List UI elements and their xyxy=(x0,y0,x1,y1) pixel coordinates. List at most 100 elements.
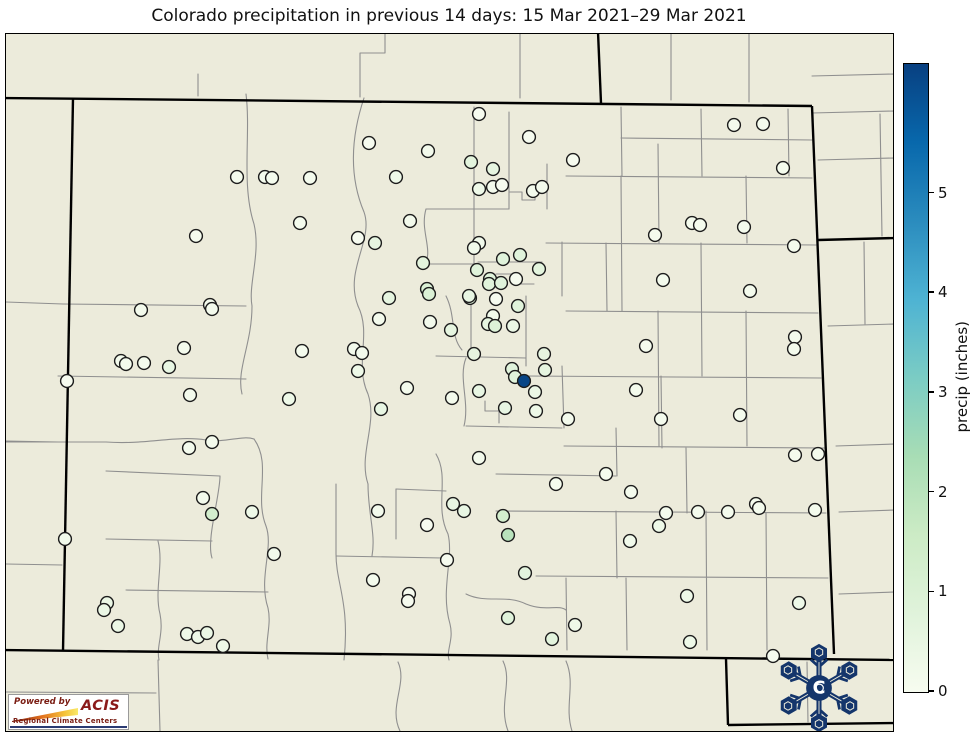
station-point xyxy=(371,311,387,327)
station-point xyxy=(96,602,112,618)
county-boundary xyxy=(535,575,829,579)
county-boundary xyxy=(838,591,893,595)
county-boundary xyxy=(352,97,367,307)
station-point xyxy=(415,255,431,271)
station-point xyxy=(422,314,438,330)
state-boundary xyxy=(810,105,836,655)
station-point xyxy=(807,502,823,518)
station-point xyxy=(500,610,516,626)
county-boundary xyxy=(545,242,817,246)
station-point xyxy=(181,440,197,456)
snowflake-icon: C xyxy=(780,643,858,731)
county-lines xyxy=(6,34,893,731)
acis-logo: Powered by ACIS Regional Climate Centers xyxy=(8,694,129,730)
station-point xyxy=(292,215,308,231)
state-boundary xyxy=(817,236,893,242)
station-point xyxy=(466,346,482,362)
station-point xyxy=(787,329,803,345)
station-point xyxy=(388,169,404,185)
colorbar-tick-label: 5 xyxy=(938,183,948,202)
station-point xyxy=(294,343,310,359)
county-boundary xyxy=(465,593,567,611)
station-point xyxy=(755,116,771,132)
station-point xyxy=(244,504,260,520)
station-point xyxy=(445,496,461,512)
station-point xyxy=(512,247,528,263)
station-point xyxy=(176,340,192,356)
county-boundary xyxy=(765,512,768,651)
station-point xyxy=(487,318,503,334)
station-point xyxy=(651,518,667,534)
state-boundary xyxy=(727,721,893,727)
station-point xyxy=(118,356,134,372)
station-point xyxy=(516,373,532,389)
station-point xyxy=(485,161,501,177)
station-point xyxy=(638,338,654,354)
station-point xyxy=(420,143,436,159)
county-boundary xyxy=(615,427,618,477)
acis-swoosh-icon xyxy=(12,708,78,722)
station-point xyxy=(471,450,487,466)
station-point xyxy=(765,648,781,664)
county-boundary xyxy=(817,157,893,161)
snowflake-letter: C xyxy=(813,678,826,698)
station-point xyxy=(471,106,487,122)
station-point xyxy=(508,271,524,287)
county-boundary xyxy=(125,589,269,593)
station-point xyxy=(350,230,366,246)
county-boundary xyxy=(563,445,825,449)
county-boundary xyxy=(157,540,162,661)
station-point xyxy=(354,345,370,361)
station-point xyxy=(732,407,748,423)
station-point xyxy=(444,390,460,406)
station-point xyxy=(399,380,415,396)
station-point xyxy=(682,634,698,650)
station-point xyxy=(469,262,485,278)
station-point xyxy=(471,383,487,399)
map-canvas: C xyxy=(6,34,893,731)
station-point xyxy=(57,531,73,547)
station-point xyxy=(495,508,511,524)
station-point xyxy=(622,533,638,549)
colorbar-tick-label: 1 xyxy=(938,582,948,601)
station-point xyxy=(182,387,198,403)
station-point xyxy=(456,503,472,519)
county-boundary xyxy=(657,143,660,244)
acis-subtitle: Regional Climate Centers xyxy=(13,717,118,725)
county-boundary xyxy=(827,323,893,327)
page-title: Colorado precipitation in previous 14 da… xyxy=(151,6,747,26)
station-point xyxy=(692,217,708,233)
acis-name: ACIS xyxy=(81,698,121,714)
station-point xyxy=(517,565,533,581)
county-boundary xyxy=(838,509,893,513)
station-point xyxy=(528,403,544,419)
station-point xyxy=(655,272,671,288)
station-point xyxy=(439,552,455,568)
county-boundary xyxy=(565,577,568,651)
station-point xyxy=(281,391,297,407)
county-boundary xyxy=(105,470,221,477)
station-point xyxy=(493,275,509,291)
station-point xyxy=(204,434,220,450)
station-point xyxy=(536,346,552,362)
station-point xyxy=(488,291,504,307)
station-point xyxy=(775,160,791,176)
map-frame: C xyxy=(5,33,894,732)
station-point xyxy=(402,213,418,229)
colorbar-tick-label: 2 xyxy=(938,482,948,501)
station-point xyxy=(548,476,564,492)
colorbar-tick xyxy=(929,191,934,194)
station-point xyxy=(500,527,516,543)
station-point xyxy=(302,170,318,186)
county-boundary xyxy=(700,108,703,177)
station-point xyxy=(726,117,742,133)
county-boundary xyxy=(395,488,447,492)
county-boundary xyxy=(335,555,443,559)
county-boundary xyxy=(240,305,253,395)
station-point xyxy=(400,593,416,609)
station-point xyxy=(481,276,497,292)
county-boundary xyxy=(620,106,623,177)
station-point xyxy=(365,572,381,588)
station-point xyxy=(133,302,149,318)
